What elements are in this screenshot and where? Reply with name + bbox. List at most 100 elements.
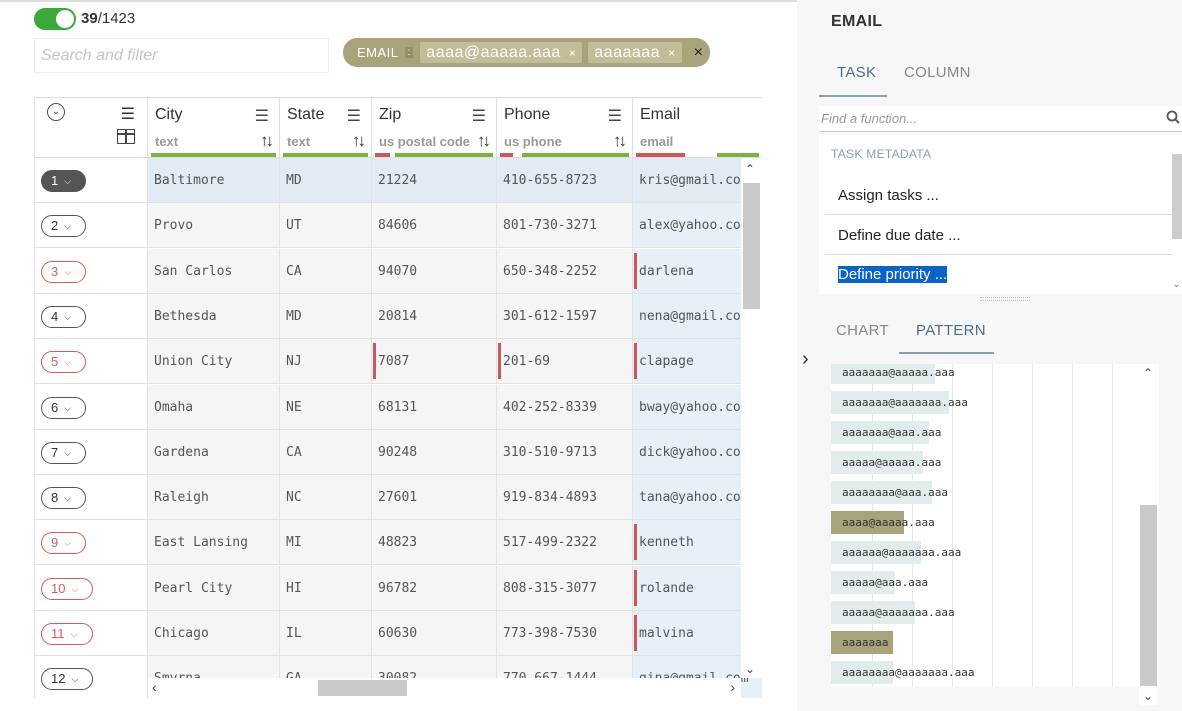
filter-value-chip[interactable]: aaaaaaa × — [588, 42, 682, 63]
scroll-down-icon[interactable]: ⌄ — [1172, 279, 1180, 289]
cell-city[interactable]: Pearl City — [148, 565, 280, 611]
table-row[interactable]: 6 ⌵ Omaha NE 68131 402-252-8339 bway@yahoo.com — [35, 384, 762, 430]
remove-value-icon[interactable]: × — [668, 46, 676, 60]
pattern-bar[interactable] — [831, 421, 929, 444]
cell-email[interactable]: kris@gmail.com — [633, 158, 762, 203]
filter-toggle[interactable] — [34, 8, 76, 30]
cell-email[interactable]: alex@yahoo.com — [633, 203, 762, 249]
cell-phone[interactable]: 301-612-1597 — [497, 293, 633, 339]
cell-zip[interactable]: 27601 — [372, 475, 497, 521]
cell-phone[interactable]: 310-510-9713 — [497, 429, 633, 475]
remove-filter-icon[interactable]: × — [693, 43, 703, 61]
scroll-left-icon[interactable]: ‹ — [152, 679, 157, 695]
scroll-right-icon[interactable]: › — [730, 679, 735, 695]
pattern-row[interactable]: aaaaaa@aaaaaaa.aaa — [831, 541, 1111, 564]
column-menu-icon[interactable]: ☰ — [346, 108, 361, 125]
scroll-thumb[interactable] — [1140, 505, 1157, 686]
cell-state[interactable]: CA — [280, 429, 372, 475]
row-badge[interactable]: 3 ⌵ — [41, 260, 86, 283]
tab-task[interactable]: TASK — [837, 64, 877, 81]
filter-value-chip[interactable]: aaaa@aaaaa.aaa × — [420, 42, 583, 63]
table-row[interactable]: 1 ⌵ Baltimore MD 21224 410-655-8723 kris@gmail… — [35, 158, 762, 203]
row-badge[interactable]: 10 ⌵ — [41, 577, 93, 600]
cell-phone[interactable]: 517-499-2322 — [497, 520, 633, 566]
scroll-down-icon[interactable]: ⌄ — [745, 662, 756, 676]
cell-phone[interactable]: 201-69 — [497, 339, 633, 385]
column-header-phone[interactable]: Phone ☰ us phone ↑↓ — [497, 97, 633, 158]
pattern-row[interactable]: aaaaaaa@aaaaaaa.aaa — [831, 391, 1111, 414]
scroll-thumb[interactable] — [743, 183, 760, 309]
cell-zip[interactable]: 90248 — [372, 429, 497, 475]
pattern-bar[interactable] — [831, 661, 893, 684]
tab-pattern[interactable]: PATTERN — [916, 322, 986, 339]
tab-column[interactable]: COLUMN — [904, 64, 971, 81]
pattern-bar[interactable] — [831, 451, 923, 474]
function-define-priority[interactable]: Define priority ... — [825, 255, 1172, 294]
table-row[interactable]: 3 ⌵ San Carlos CA 94070 650-348-2252 darlena — [35, 248, 762, 294]
pattern-row[interactable]: aaaaa@aaaaa.aaa — [831, 451, 1111, 474]
cell-email[interactable]: clapage — [633, 339, 762, 385]
menu-icon[interactable]: ☰ — [120, 106, 135, 123]
chevron-down-icon[interactable]: ⌄ — [47, 103, 65, 121]
cell-city[interactable]: Union City — [148, 339, 280, 385]
pattern-bar[interactable] — [831, 364, 935, 384]
table-row[interactable]: 2 ⌵ Provo UT 84606 801-730-3271 alex@yahoo.com — [35, 203, 762, 249]
active-filter[interactable]: EMAIL : aaaa@aaaaa.aaa × aaaaaaa × × — [343, 38, 710, 67]
cell-email[interactable]: darlena — [633, 248, 762, 294]
cell-phone[interactable]: 773-398-7530 — [497, 611, 633, 656]
scroll-thumb[interactable] — [318, 680, 407, 696]
pattern-row[interactable]: aaaaaaa@aaa.aaa — [831, 421, 1111, 444]
cell-email[interactable]: rolande — [633, 565, 762, 611]
function-define-due-date[interactable]: Define due date ... — [825, 216, 1172, 255]
grid-horizontal-scrollbar[interactable]: ‹ › — [148, 678, 741, 698]
column-header-zip[interactable]: Zip ☰ us postal code ↑↓ — [372, 97, 497, 158]
row-badge[interactable]: 4 ⌵ — [41, 305, 86, 328]
cell-email[interactable]: dick@yahoo.com — [633, 429, 762, 475]
cell-city[interactable]: San Carlos — [148, 248, 280, 294]
table-row[interactable]: 8 ⌵ Raleigh NC 27601 919-834-4893 tana@yahoo.c… — [35, 475, 762, 521]
function-search-input[interactable] — [819, 106, 1149, 130]
cell-city[interactable]: East Lansing — [148, 520, 280, 566]
table-row[interactable]: 11 ⌵ Chicago IL 60630 773-398-7530 malvina — [35, 611, 762, 656]
cell-zip[interactable]: 68131 — [372, 384, 497, 430]
pattern-row[interactable]: aaaaa@aaaaaaa.aaa — [831, 601, 1111, 624]
table-row[interactable]: 4 ⌵ Bethesda MD 20814 301-612-1597 nena@gmail.… — [35, 293, 762, 339]
cell-phone[interactable]: 402-252-8339 — [497, 384, 633, 430]
scroll-up-icon[interactable]: ⌃ — [745, 162, 756, 176]
column-menu-icon[interactable]: ☰ — [254, 108, 269, 125]
pattern-bar[interactable] — [831, 511, 904, 534]
cell-phone[interactable]: 808-315-3077 — [497, 565, 633, 611]
cell-city[interactable]: Baltimore — [148, 158, 280, 203]
sort-icon[interactable]: ↑↓ — [260, 131, 274, 150]
tab-chart[interactable]: CHART — [836, 322, 889, 339]
pattern-bar[interactable] — [831, 541, 921, 564]
row-badge[interactable]: 12 ⌵ — [41, 668, 93, 691]
cell-email[interactable]: malvina — [633, 611, 762, 656]
pattern-bar[interactable] — [831, 391, 949, 414]
cell-phone[interactable]: 410-655-8723 — [497, 158, 633, 203]
sort-icon[interactable]: ↑↓ — [352, 131, 366, 150]
cell-phone[interactable]: 919-834-4893 — [497, 475, 633, 521]
table-row[interactable]: 10 ⌵ Pearl City HI 96782 808-315-3077 rolande — [35, 565, 762, 611]
sort-icon[interactable]: ↑↓ — [613, 131, 627, 150]
function-list-scrollbar[interactable] — [1172, 154, 1182, 239]
row-badge[interactable]: 2 ⌵ — [41, 215, 86, 238]
cell-zip[interactable]: 20814 — [372, 293, 497, 339]
cell-email[interactable]: tana@yahoo.com — [633, 475, 762, 521]
function-assign-tasks[interactable]: Assign tasks ... — [825, 176, 1172, 215]
cell-phone[interactable]: 650-348-2252 — [497, 248, 633, 294]
cell-state[interactable]: UT — [280, 203, 372, 249]
cell-email[interactable]: nena@gmail.com — [633, 293, 762, 339]
table-row[interactable]: 9 ⌵ East Lansing MI 48823 517-499-2322 kenneth — [35, 520, 762, 566]
cell-state[interactable]: CA — [280, 248, 372, 294]
cell-zip[interactable]: 7087 — [372, 339, 497, 385]
cell-email[interactable]: kenneth — [633, 520, 762, 566]
sort-icon[interactable]: ↑↓ — [477, 131, 491, 150]
search-input[interactable] — [34, 38, 329, 73]
pattern-bar[interactable] — [831, 631, 893, 654]
column-header-city[interactable]: City ☰ text ↑↓ — [148, 97, 280, 158]
pattern-bar[interactable] — [831, 601, 915, 624]
cell-state[interactable]: NJ — [280, 339, 372, 385]
pattern-row[interactable]: aaaaaaa — [831, 631, 1111, 654]
scroll-up-icon[interactable]: ⌃ — [1143, 366, 1154, 380]
